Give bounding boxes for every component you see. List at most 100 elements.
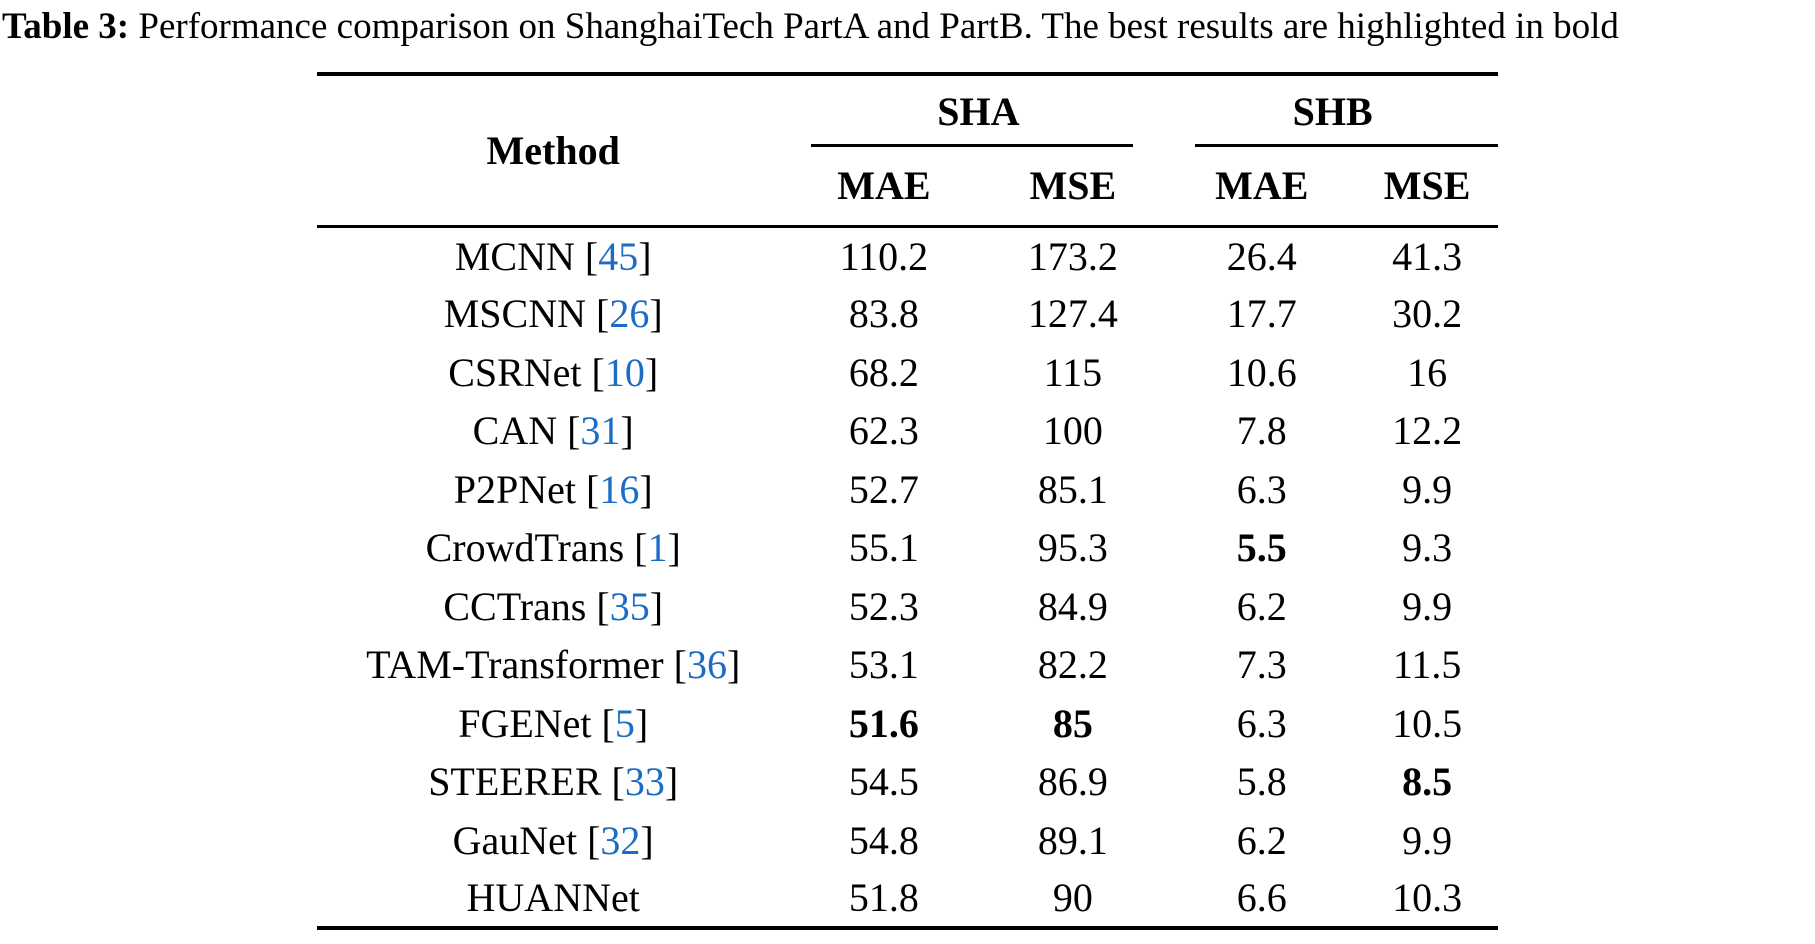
value-cell-sha-mse: 82.2 xyxy=(1037,642,1108,688)
method-cell: MCNN [45] xyxy=(454,233,652,279)
citation-link[interactable]: 35 xyxy=(609,583,650,629)
citation-bracket: [5] xyxy=(601,700,649,746)
value-cell-shb-mse: 16 xyxy=(1407,349,1448,395)
method-cell: FGENet [5] xyxy=(458,700,649,746)
value-cell-shb-mse: 10.5 xyxy=(1392,700,1463,746)
value-cell-sha-mse: 85 xyxy=(1052,700,1093,746)
citation-bracket: [36] xyxy=(673,642,741,688)
table-row: CrowdTrans [1] 55.1 95.3 5.5 9.3 xyxy=(317,519,1498,578)
value-cell-shb-mae: 5.5 xyxy=(1236,525,1287,571)
citation-bracket: [1] xyxy=(634,525,681,571)
citation-link[interactable]: 36 xyxy=(686,642,727,688)
value-cell-sha-mae: 68.2 xyxy=(848,349,919,395)
value-cell-shb-mse: 12.2 xyxy=(1392,408,1463,454)
value-cell-shb-mse: 10.3 xyxy=(1392,875,1463,921)
value-cell-shb-mse: 11.5 xyxy=(1392,642,1462,688)
column-header-shb-mae: MAE xyxy=(1215,163,1309,209)
value-cell-shb-mae: 7.3 xyxy=(1236,642,1287,688)
value-cell-shb-mae: 6.2 xyxy=(1236,817,1287,863)
method-cell: P2PNet [16] xyxy=(453,466,653,512)
method-cell: CSRNet [10] xyxy=(448,349,659,395)
value-cell-sha-mse: 89.1 xyxy=(1037,817,1108,863)
value-cell-shb-mse: 41.3 xyxy=(1392,233,1463,279)
method-cell: MSCNN [26] xyxy=(443,291,663,337)
citation-bracket: [26] xyxy=(596,291,663,337)
value-cell-sha-mae: 54.5 xyxy=(848,759,919,805)
citation-bracket: [35] xyxy=(596,583,664,629)
citation-bracket: [32] xyxy=(587,817,654,863)
table-body: MCNN [45] 110.2 173.2 26.4 41.3 MSCNN [2… xyxy=(317,226,1498,928)
column-header-method: Method xyxy=(486,127,620,173)
value-cell-shb-mae: 7.8 xyxy=(1236,408,1287,454)
citation-bracket: [10] xyxy=(591,349,659,395)
group-header-sha: SHA xyxy=(789,74,1167,147)
value-cell-sha-mse: 127.4 xyxy=(1027,291,1118,337)
value-cell-sha-mae: 110.2 xyxy=(839,233,929,279)
citation-link[interactable]: 31 xyxy=(580,408,621,454)
table-row: CCTrans [35] 52.3 84.9 6.2 9.9 xyxy=(317,577,1498,636)
caption-label: Table 3: xyxy=(2,6,130,47)
citation-bracket: [45] xyxy=(584,233,652,279)
table-row: MSCNN [26] 83.8 127.4 17.7 30.2 xyxy=(317,285,1498,344)
value-cell-shb-mse: 9.9 xyxy=(1402,466,1453,512)
group-header-shb: SHB xyxy=(1167,74,1498,147)
table-row: CSRNet [10] 68.2 115 10.6 16 xyxy=(317,343,1498,402)
value-cell-sha-mse: 100 xyxy=(1042,408,1103,454)
value-cell-sha-mae: 53.1 xyxy=(848,642,919,688)
value-cell-sha-mae: 51.6 xyxy=(848,700,919,746)
value-cell-sha-mse: 86.9 xyxy=(1037,759,1108,805)
value-cell-shb-mse: 30.2 xyxy=(1392,291,1463,337)
citation-bracket: [16] xyxy=(585,466,653,512)
value-cell-sha-mse: 173.2 xyxy=(1027,233,1118,279)
value-cell-shb-mae: 6.6 xyxy=(1236,875,1287,921)
value-cell-shb-mse: 9.3 xyxy=(1402,525,1453,571)
column-header-shb-mse: MSE xyxy=(1383,163,1471,209)
method-cell: GauNet [32] xyxy=(452,817,654,863)
value-cell-sha-mae: 51.8 xyxy=(848,875,919,921)
value-cell-sha-mse: 84.9 xyxy=(1037,583,1108,629)
citation-link[interactable]: 1 xyxy=(647,525,668,571)
value-cell-shb-mae: 10.6 xyxy=(1226,349,1297,395)
value-cell-sha-mae: 55.1 xyxy=(848,525,919,571)
method-cell: STEERER [33] xyxy=(428,759,679,805)
value-cell-shb-mae: 6.3 xyxy=(1236,700,1287,746)
caption-text: Performance comparison on ShanghaiTech P… xyxy=(129,6,1619,47)
value-cell-sha-mae: 52.3 xyxy=(848,583,919,629)
method-cell: HUANNet xyxy=(466,875,640,921)
citation-link[interactable]: 5 xyxy=(614,700,635,746)
column-header-sha-mae: MAE xyxy=(837,163,931,209)
value-cell-shb-mae: 6.2 xyxy=(1236,583,1287,629)
method-cell: CAN [31] xyxy=(472,408,634,454)
citation-link[interactable]: 26 xyxy=(609,291,650,337)
citation-link[interactable]: 10 xyxy=(604,349,645,395)
value-cell-shb-mae: 5.8 xyxy=(1236,759,1287,805)
value-cell-shb-mse: 8.5 xyxy=(1402,759,1453,805)
table-row: TAM-Transformer [36] 53.1 82.2 7.3 11.5 xyxy=(317,636,1498,695)
value-cell-sha-mae: 62.3 xyxy=(848,408,919,454)
method-cell: CCTrans [35] xyxy=(443,583,664,629)
value-cell-sha-mse: 115 xyxy=(1043,349,1103,395)
value-cell-sha-mse: 85.1 xyxy=(1037,466,1108,512)
citation-link[interactable]: 45 xyxy=(598,233,639,279)
value-cell-sha-mae: 54.8 xyxy=(848,817,919,863)
value-cell-shb-mae: 6.3 xyxy=(1236,466,1287,512)
value-cell-shb-mse: 9.9 xyxy=(1402,583,1453,629)
table-caption: Table 3: Performance comparison on Shang… xyxy=(2,5,1815,49)
citation-bracket: [31] xyxy=(567,408,634,454)
value-cell-shb-mse: 9.9 xyxy=(1402,817,1453,863)
citation-link[interactable]: 33 xyxy=(624,759,665,805)
value-cell-shb-mae: 17.7 xyxy=(1226,291,1297,337)
citation-link[interactable]: 32 xyxy=(600,817,641,863)
table-row: STEERER [33] 54.5 86.9 5.8 8.5 xyxy=(317,753,1498,812)
table-row: P2PNet [16] 52.7 85.1 6.3 9.9 xyxy=(317,460,1498,519)
table-row: CAN [31] 62.3 100 7.8 12.2 xyxy=(317,402,1498,461)
value-cell-sha-mae: 83.8 xyxy=(848,291,919,337)
table-row: FGENet [5] 51.6 85 6.3 10.5 xyxy=(317,694,1498,753)
method-cell: CrowdTrans [1] xyxy=(425,525,681,571)
table-row: HUANNet 51.8 90 6.6 10.3 xyxy=(317,870,1498,929)
method-cell: TAM-Transformer [36] xyxy=(366,642,741,688)
table-header: Method SHA SHB MAE MSE MAE MSE xyxy=(317,74,1498,226)
column-header-sha-mse: MSE xyxy=(1029,163,1117,209)
value-cell-sha-mse: 90 xyxy=(1052,875,1093,921)
citation-link[interactable]: 16 xyxy=(599,466,640,512)
